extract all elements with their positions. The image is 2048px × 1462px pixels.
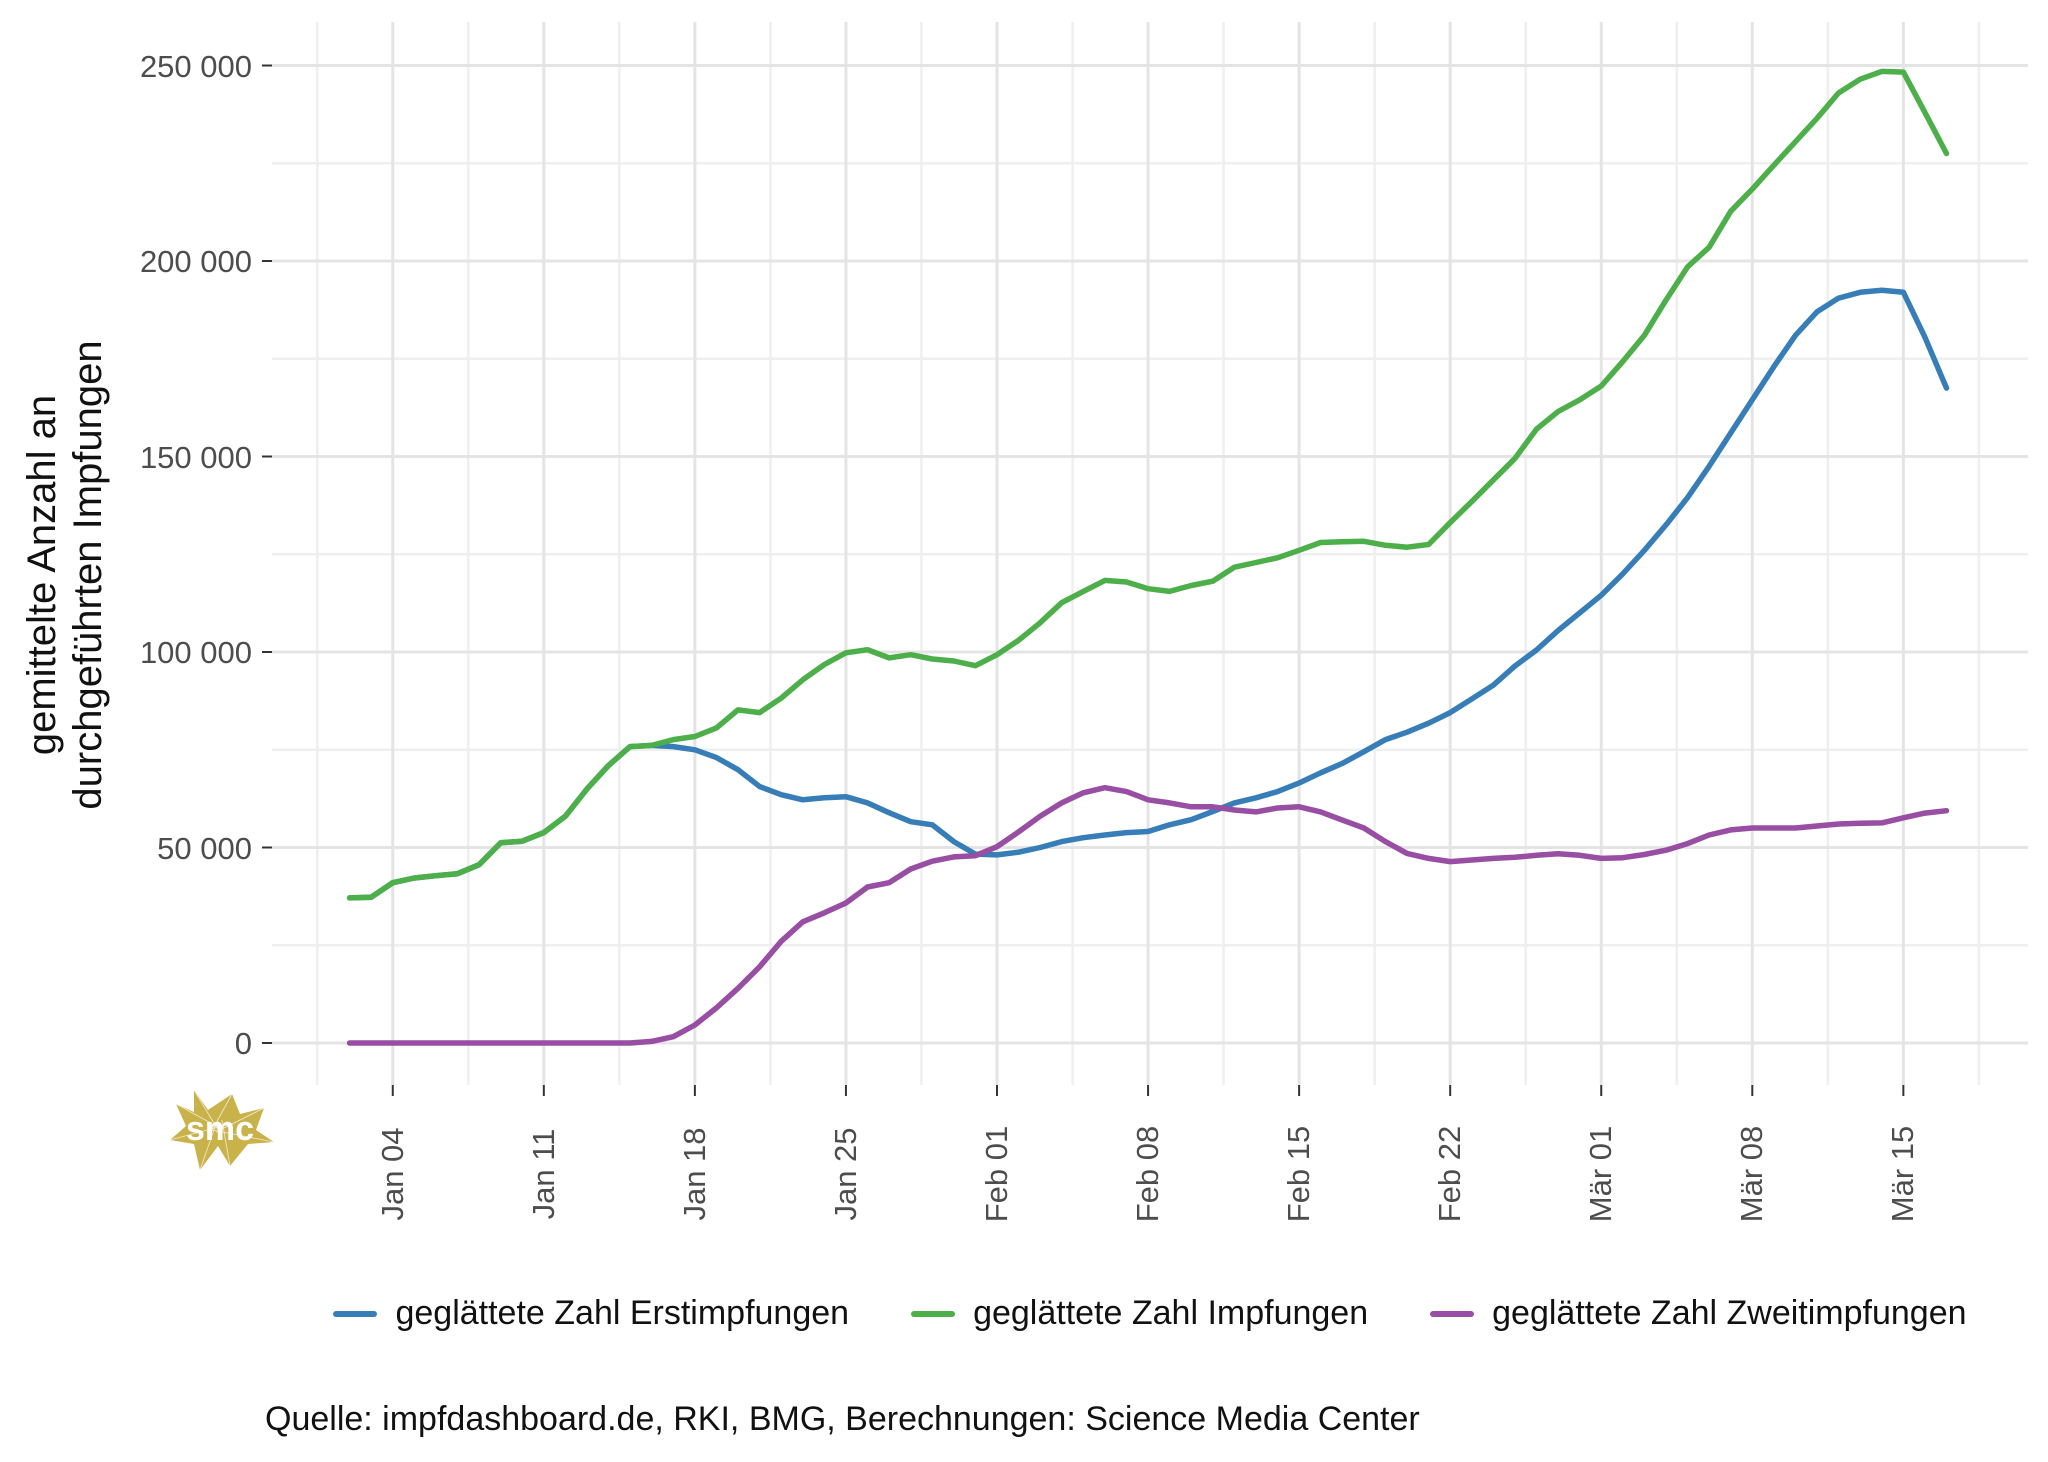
smc-logo-shape: smc xyxy=(169,1089,275,1171)
legend-label-impfungen: geglättete Zahl Impfungen xyxy=(973,1294,1369,1332)
legend-label-erstimpfungen: geglättete Zahl Erstimpfungen xyxy=(395,1294,850,1332)
legend-swatch-erstimpfungen xyxy=(333,1310,378,1317)
smc-logo-text: smc xyxy=(186,1110,254,1148)
x-tick-label: Jan 04 xyxy=(374,1127,410,1221)
source-note: Quelle: impfdashboard.de, RKI, BMG, Bere… xyxy=(265,1400,1420,1438)
y-axis-title-line1: gemittelte Anzahl an xyxy=(20,394,64,756)
legend-item-zweitimpfungen: geglättete Zahl Zweitimpfungen xyxy=(1430,1294,1967,1333)
y-tick-label: 250 000 xyxy=(139,48,252,84)
y-tick-label: 150 000 xyxy=(139,439,252,475)
legend-swatch-zweitimpfungen xyxy=(1430,1310,1475,1317)
x-tick-label: Feb 01 xyxy=(979,1125,1014,1223)
x-tick-label: Mär 15 xyxy=(1885,1125,1921,1223)
y-axis-title: gemittelte Anzahl an durchgeführten Impf… xyxy=(19,275,115,875)
x-tick-label: Feb 15 xyxy=(1281,1125,1317,1223)
y-axis-title-line2: durchgeführten Impfungen xyxy=(66,340,110,810)
x-tick-label: Feb 08 xyxy=(1130,1125,1166,1223)
series-line-zweitimpfungen xyxy=(346,784,1950,1046)
x-tick-label: Mär 01 xyxy=(1583,1125,1619,1223)
x-tick-label: Jan 25 xyxy=(827,1127,863,1221)
legend-label-zweitimpfungen: geglättete Zahl Zweitimpfungen xyxy=(1492,1294,1967,1332)
x-tick-label: Jan 11 xyxy=(525,1128,561,1220)
y-tick-label: 0 xyxy=(234,1026,252,1061)
legend-item-impfungen: geglättete Zahl Impfungen xyxy=(911,1294,1368,1333)
x-tick-label: Feb 22 xyxy=(1432,1125,1468,1223)
x-tick-label: Jan 18 xyxy=(676,1127,712,1221)
legend-item-erstimpfungen: geglättete Zahl Erstimpfungen xyxy=(333,1294,849,1333)
smc-logo: smc xyxy=(169,1089,275,1171)
y-tick-label: 100 000 xyxy=(139,635,252,670)
chart-legend: geglättete Zahl Erstimpfungen geglättete … xyxy=(272,1294,2028,1333)
series-line-impfungen xyxy=(346,68,1950,901)
y-tick-label: 50 000 xyxy=(157,830,252,866)
y-tick-label: 200 000 xyxy=(139,244,252,279)
legend-swatch-impfungen xyxy=(911,1310,956,1317)
x-tick-label: Mär 08 xyxy=(1734,1125,1770,1223)
